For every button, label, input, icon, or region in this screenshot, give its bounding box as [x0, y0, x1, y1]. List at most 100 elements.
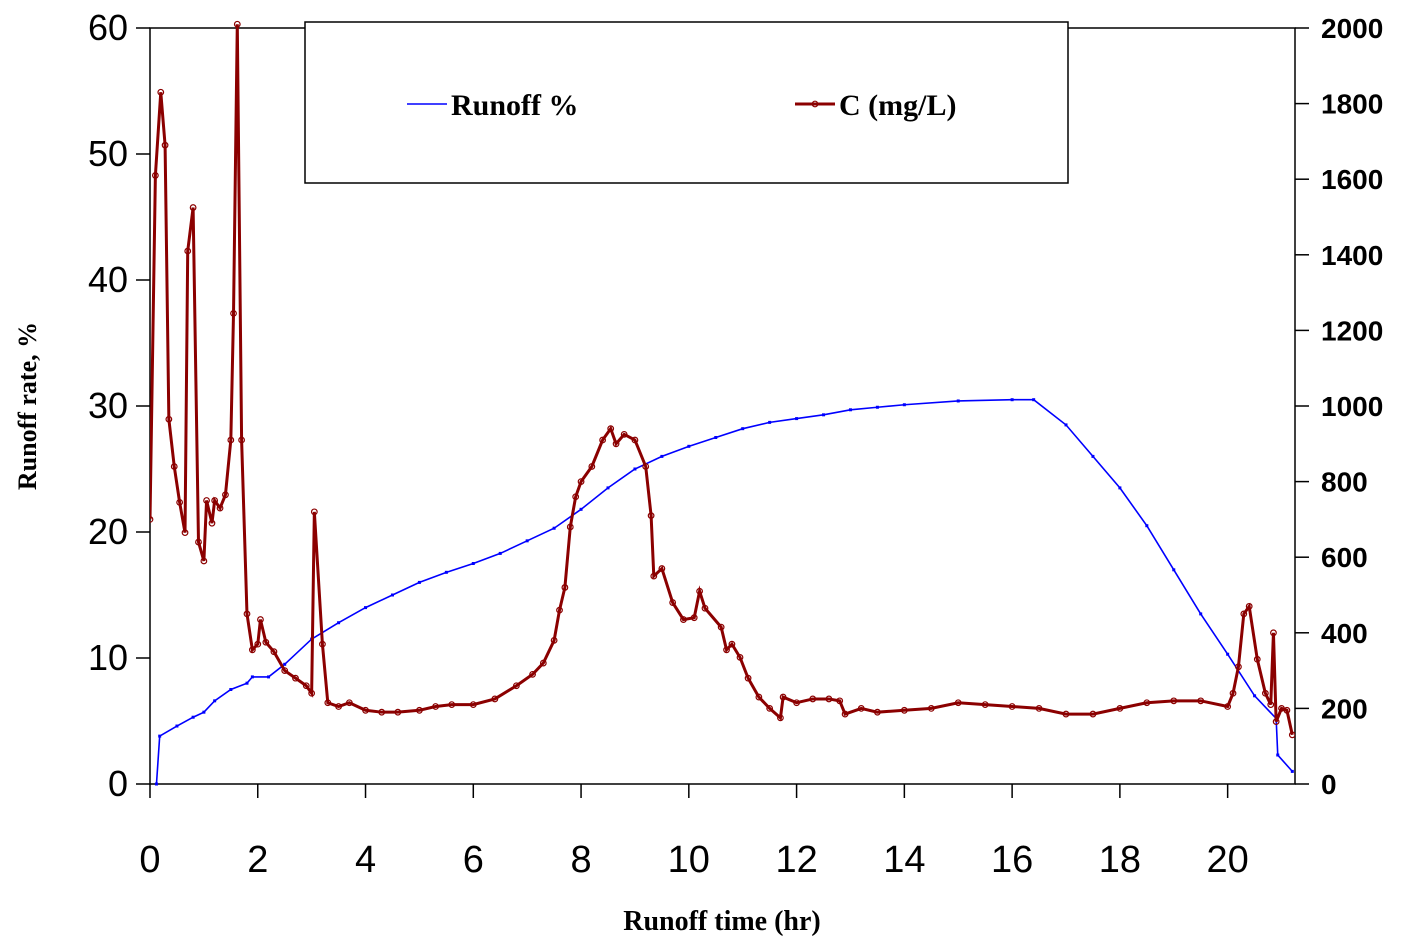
point — [550, 636, 558, 644]
point — [175, 724, 179, 728]
point — [836, 697, 844, 705]
point — [308, 689, 316, 697]
point — [233, 20, 241, 28]
point — [680, 616, 687, 623]
x-tick-label: 10 — [668, 839, 710, 881]
point — [642, 463, 650, 470]
point — [216, 504, 224, 512]
point — [200, 557, 208, 565]
point — [766, 705, 774, 712]
point — [208, 519, 216, 527]
point — [599, 436, 607, 444]
x-tick-label: 2 — [247, 839, 268, 881]
point — [723, 646, 730, 654]
point — [181, 529, 189, 537]
point — [1170, 697, 1178, 705]
point — [222, 491, 229, 499]
point — [1064, 423, 1068, 427]
point — [647, 512, 655, 520]
point — [900, 706, 908, 714]
y-tick-label: 20 — [88, 511, 128, 552]
y2-tick-label: 1200 — [1321, 315, 1383, 346]
point — [954, 699, 962, 707]
point — [1261, 689, 1269, 697]
point — [690, 614, 698, 622]
point — [793, 699, 800, 707]
point — [324, 699, 332, 707]
point — [1267, 701, 1275, 709]
point — [825, 695, 833, 703]
point — [157, 88, 165, 96]
y2-tick-label: 1600 — [1321, 164, 1383, 195]
point — [1035, 705, 1043, 712]
point — [1253, 655, 1261, 663]
point — [777, 714, 784, 722]
point — [1253, 694, 1257, 698]
point — [1197, 697, 1205, 705]
y-tick-label: 60 — [88, 7, 128, 48]
point — [191, 715, 195, 719]
point — [444, 570, 448, 574]
point — [150, 516, 154, 523]
point — [335, 703, 342, 710]
point — [633, 467, 637, 471]
point — [529, 670, 536, 678]
point — [262, 638, 270, 646]
point — [254, 640, 262, 648]
y2-tick-label: 400 — [1321, 618, 1368, 649]
point — [337, 621, 341, 625]
point — [1008, 703, 1016, 710]
y2-tick-label: 800 — [1321, 467, 1368, 498]
legend-box — [304, 21, 1069, 184]
point — [669, 599, 677, 606]
point — [267, 675, 271, 679]
y2-tick-label: 1400 — [1321, 240, 1383, 271]
point — [416, 706, 423, 714]
point — [620, 430, 628, 438]
point — [588, 463, 596, 470]
point — [170, 463, 178, 470]
point — [728, 640, 736, 648]
point — [319, 640, 326, 648]
point — [1276, 753, 1280, 757]
point — [566, 523, 574, 531]
point — [245, 681, 249, 685]
point — [1245, 602, 1253, 610]
legend-marker — [811, 100, 819, 108]
y-tick-label: 0 — [108, 763, 128, 804]
point — [561, 584, 569, 591]
point — [310, 508, 318, 516]
y2-tick-label: 2000 — [1321, 13, 1383, 44]
point — [471, 562, 475, 565]
point — [1116, 705, 1124, 712]
x-tick-label: 18 — [1099, 839, 1141, 881]
point — [189, 204, 197, 211]
point — [606, 486, 610, 490]
point — [525, 539, 529, 543]
point — [1224, 703, 1232, 710]
legend-label: C (mg/L) — [839, 89, 956, 122]
point — [1010, 398, 1014, 402]
point — [390, 593, 394, 597]
x-tick-label: 6 — [463, 839, 484, 881]
point — [281, 667, 289, 674]
point — [1288, 731, 1295, 739]
point — [229, 688, 233, 691]
point — [822, 413, 826, 417]
point — [1089, 710, 1097, 718]
point — [755, 693, 763, 701]
point — [857, 705, 865, 712]
point — [768, 420, 772, 424]
point — [364, 606, 368, 610]
point — [345, 699, 353, 707]
point — [417, 580, 421, 584]
series-line — [155, 398, 1293, 785]
point — [660, 454, 664, 458]
y2-tick-label: 600 — [1321, 542, 1368, 573]
point — [579, 507, 583, 511]
point — [981, 701, 989, 709]
point — [658, 565, 666, 572]
point — [498, 551, 502, 555]
point — [165, 415, 173, 423]
point — [154, 782, 158, 786]
